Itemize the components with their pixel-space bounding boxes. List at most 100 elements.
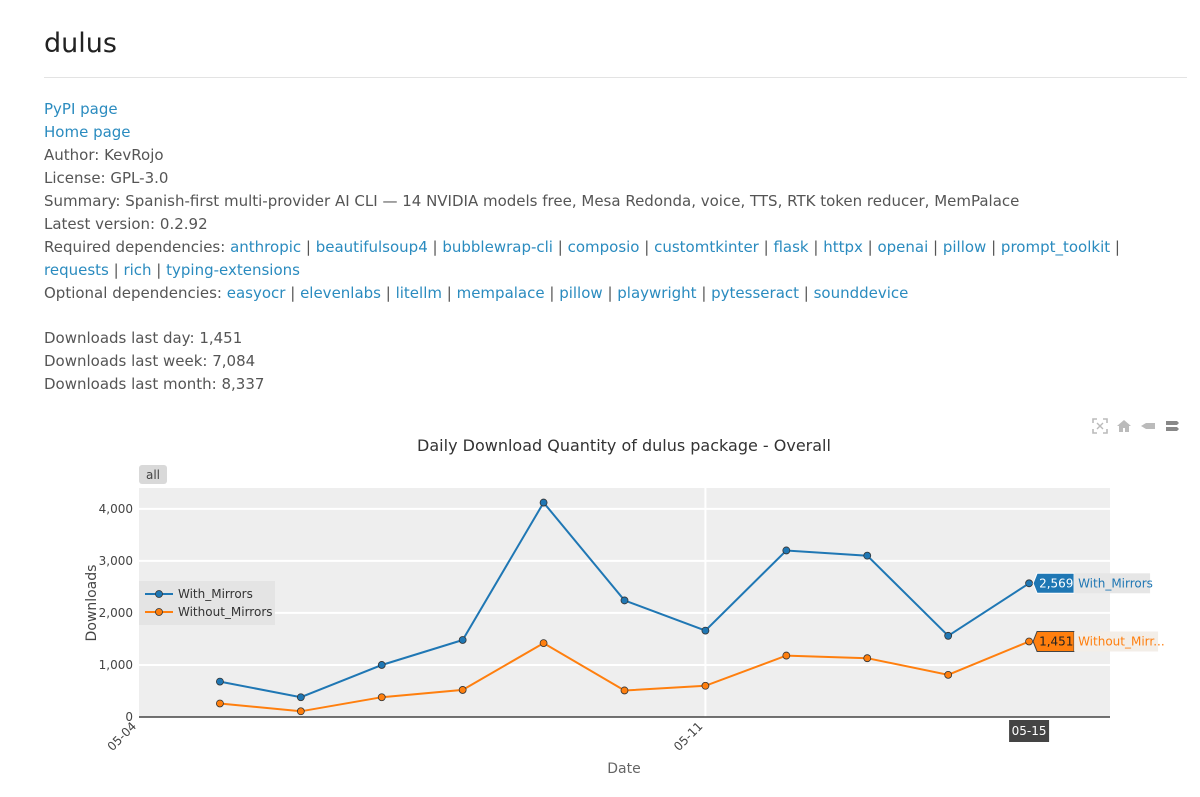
dep-separator: | bbox=[986, 238, 1001, 256]
data-point-Without_Mirrors[interactable] bbox=[782, 651, 791, 660]
dep-separator: | bbox=[639, 238, 655, 256]
dep-link-httpx[interactable]: httpx bbox=[823, 238, 863, 256]
dep-separator: | bbox=[301, 238, 316, 256]
dep-link-prompt_toolkit[interactable]: prompt_toolkit bbox=[1000, 238, 1111, 256]
legend-marker[interactable] bbox=[155, 590, 163, 598]
dep-link-sounddevice[interactable]: sounddevice bbox=[813, 284, 909, 302]
dep-link-easyocr[interactable]: easyocr bbox=[226, 284, 286, 302]
downloads-month-label: Downloads last month: bbox=[44, 375, 217, 393]
downloads-week-label: Downloads last week: bbox=[44, 352, 208, 370]
downloads-month-row: Downloads last month: 8,337 bbox=[44, 373, 1187, 396]
data-point-With_Mirrors[interactable] bbox=[701, 626, 710, 635]
data-point-With_Mirrors[interactable] bbox=[1025, 579, 1033, 588]
data-point-With_Mirrors[interactable] bbox=[782, 546, 791, 555]
hover-value-label: 1,451 bbox=[1039, 634, 1073, 648]
version-label: Latest version: bbox=[44, 215, 156, 233]
dep-link-pillow[interactable]: pillow bbox=[942, 238, 987, 256]
y-tick-label: 1,000 bbox=[99, 658, 133, 672]
dep-link-composio[interactable]: composio bbox=[567, 238, 640, 256]
data-point-With_Mirrors[interactable] bbox=[944, 631, 953, 640]
y-tick-label: 0 bbox=[125, 710, 133, 724]
hover-series-name: With_Mirrors bbox=[1078, 576, 1153, 590]
data-point-Without_Mirrors[interactable] bbox=[458, 686, 467, 694]
data-point-Without_Mirrors[interactable] bbox=[539, 639, 548, 647]
downloads-day-label: Downloads last day: bbox=[44, 329, 195, 347]
y-tick-label: 3,000 bbox=[99, 554, 133, 568]
data-point-Without_Mirrors[interactable] bbox=[944, 670, 953, 679]
legend-marker[interactable] bbox=[155, 608, 163, 616]
x-hover-box bbox=[1009, 720, 1050, 742]
compare-icon[interactable] bbox=[1164, 418, 1180, 434]
dep-separator: | bbox=[1110, 238, 1120, 256]
x-axis-title: Date bbox=[607, 761, 640, 777]
hover-name-box bbox=[1074, 631, 1159, 652]
dep-link-bubblewrap-cli[interactable]: bubblewrap-cli bbox=[442, 238, 553, 256]
data-point-With_Mirrors[interactable] bbox=[296, 693, 305, 702]
spike-icon[interactable] bbox=[1140, 418, 1156, 434]
data-point-With_Mirrors[interactable] bbox=[863, 551, 872, 560]
home-icon[interactable] bbox=[1116, 418, 1132, 434]
downloads-day-row: Downloads last day: 1,451 bbox=[44, 327, 1187, 350]
summary-row: Summary: Spanish-first multi-provider AI… bbox=[44, 190, 1187, 213]
dep-link-beautifulsoup4[interactable]: beautifulsoup4 bbox=[315, 238, 428, 256]
dep-separator: | bbox=[381, 284, 396, 302]
data-point-With_Mirrors[interactable] bbox=[377, 661, 386, 669]
version-row: Latest version: 0.2.92 bbox=[44, 213, 1187, 236]
chart-toolbar bbox=[1092, 418, 1180, 434]
dep-link-customtkinter[interactable]: customtkinter bbox=[654, 238, 759, 256]
pypi-page-link[interactable]: PyPI page bbox=[44, 100, 118, 118]
dep-separator: | bbox=[544, 284, 560, 302]
x-tick-label: 05-11 bbox=[671, 719, 706, 754]
required-label: Required dependencies: bbox=[44, 238, 226, 256]
data-point-Without_Mirrors[interactable] bbox=[1025, 637, 1033, 646]
legend-box bbox=[139, 581, 275, 625]
hover-name-box bbox=[1074, 573, 1151, 594]
downloads-week-value: 7,084 bbox=[212, 352, 256, 370]
data-point-With_Mirrors[interactable] bbox=[216, 677, 224, 686]
hover-series-name: Without_Mirr... bbox=[1078, 634, 1165, 648]
license-value: GPL-3.0 bbox=[110, 169, 169, 187]
dep-separator: | bbox=[862, 238, 878, 256]
data-point-Without_Mirrors[interactable] bbox=[377, 693, 386, 702]
data-point-With_Mirrors[interactable] bbox=[539, 498, 548, 507]
data-point-Without_Mirrors[interactable] bbox=[701, 681, 710, 690]
dep-link-litellm[interactable]: litellm bbox=[395, 284, 442, 302]
dep-link-elevenlabs[interactable]: elevenlabs bbox=[300, 284, 381, 302]
range-button-all[interactable]: all bbox=[146, 468, 160, 482]
dep-link-pytesseract[interactable]: pytesseract bbox=[711, 284, 800, 302]
dep-link-anthropic[interactable]: anthropic bbox=[230, 238, 302, 256]
dep-link-mempalace[interactable]: mempalace bbox=[456, 284, 545, 302]
data-point-Without_Mirrors[interactable] bbox=[216, 699, 224, 708]
dep-link-playwright[interactable]: playwright bbox=[617, 284, 697, 302]
range-selector[interactable]: all bbox=[139, 465, 167, 484]
optional-label: Optional dependencies: bbox=[44, 284, 222, 302]
dep-link-rich[interactable]: rich bbox=[123, 261, 152, 279]
range-button-bg[interactable] bbox=[139, 465, 167, 484]
chart-legend: With_Mirrors Without_Mirrors bbox=[139, 581, 275, 625]
y-axis-title: Downloads bbox=[84, 565, 100, 642]
legend-entry-Without_Mirrors[interactable]: Without_Mirrors bbox=[178, 605, 273, 619]
data-point-Without_Mirrors[interactable] bbox=[620, 686, 629, 695]
legend-entry-With_Mirrors[interactable]: With_Mirrors bbox=[178, 587, 253, 601]
data-point-Without_Mirrors[interactable] bbox=[863, 654, 872, 663]
autoscale-icon[interactable] bbox=[1092, 418, 1108, 434]
downloads-month-value: 8,337 bbox=[221, 375, 265, 393]
data-point-With_Mirrors[interactable] bbox=[458, 636, 467, 644]
version-value: 0.2.92 bbox=[159, 215, 208, 233]
hover-value-label: 2,569 bbox=[1039, 576, 1073, 590]
data-point-Without_Mirrors[interactable] bbox=[296, 707, 305, 716]
dep-separator: | bbox=[602, 284, 618, 302]
dep-separator: | bbox=[427, 238, 443, 256]
dep-link-openai[interactable]: openai bbox=[877, 238, 929, 256]
dep-separator: | bbox=[696, 284, 712, 302]
home-page-link[interactable]: Home page bbox=[44, 123, 131, 141]
dep-link-requests[interactable]: requests bbox=[44, 261, 109, 279]
download-chart: Daily Download Quantity of dulus package… bbox=[84, 436, 1165, 777]
license-row: License: GPL-3.0 bbox=[44, 167, 1187, 190]
dep-link-typing-extensions[interactable]: typing-extensions bbox=[166, 261, 300, 279]
data-point-With_Mirrors[interactable] bbox=[620, 596, 629, 605]
chart-title: Daily Download Quantity of dulus package… bbox=[417, 436, 831, 455]
dep-link-flask[interactable]: flask bbox=[773, 238, 809, 256]
dep-link-pillow[interactable]: pillow bbox=[559, 284, 603, 302]
summary-label: Summary: bbox=[44, 192, 121, 210]
